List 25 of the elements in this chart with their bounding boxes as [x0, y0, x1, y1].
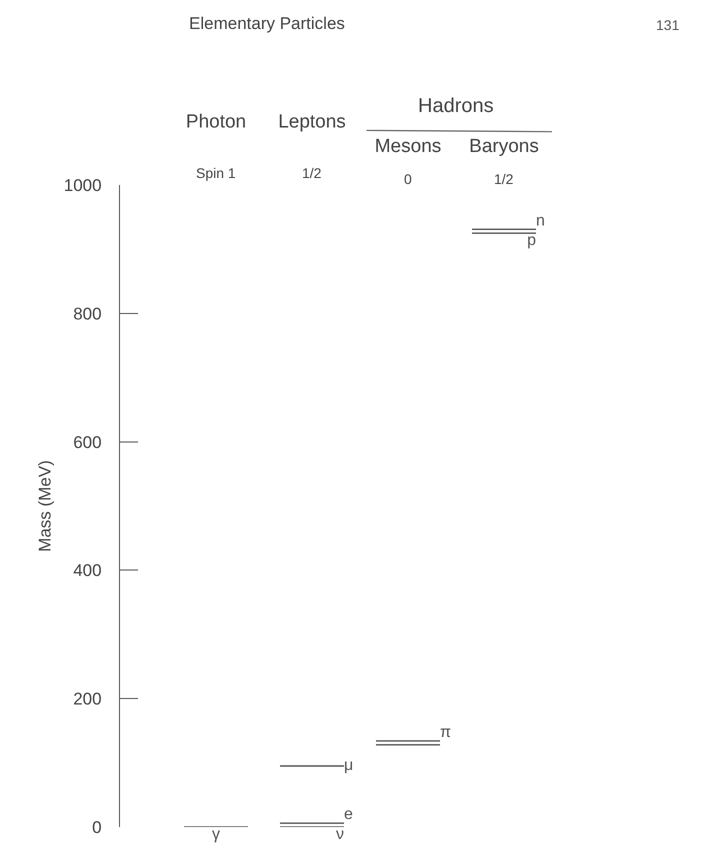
series-label: ν — [336, 826, 344, 843]
series-label: e — [344, 806, 353, 824]
series-label: γ — [212, 826, 220, 843]
y-tick-label: 0 — [92, 818, 102, 837]
x-tick-label: Baryons — [469, 136, 539, 158]
x-tick-label: Photon — [186, 112, 246, 132]
y-tick-label: 600 — [73, 432, 102, 452]
series-label: μ — [344, 757, 354, 774]
y-tick-label: 400 — [73, 561, 102, 580]
annotation: 1/2 — [494, 171, 514, 187]
annotation: 0 — [404, 171, 412, 187]
series-label: n — [536, 212, 545, 230]
y-tick-label: 800 — [73, 304, 102, 324]
text: Hadrons — [418, 95, 494, 117]
x-tick-label: Mesons — [374, 136, 442, 158]
x-tick-label: Leptons — [278, 112, 346, 132]
text: 131 — [656, 17, 680, 33]
chart-title: Elementary Particles — [189, 14, 345, 34]
text: 1/2 — [302, 165, 322, 181]
y-tick-label: 200 — [73, 690, 102, 709]
series-label: p — [527, 232, 536, 250]
text: Spin 1 — [196, 165, 236, 181]
y-axis-title: Mass (MeV) — [35, 460, 54, 552]
y-tick-label: 1000 — [64, 176, 102, 195]
series-label: π — [440, 724, 452, 741]
